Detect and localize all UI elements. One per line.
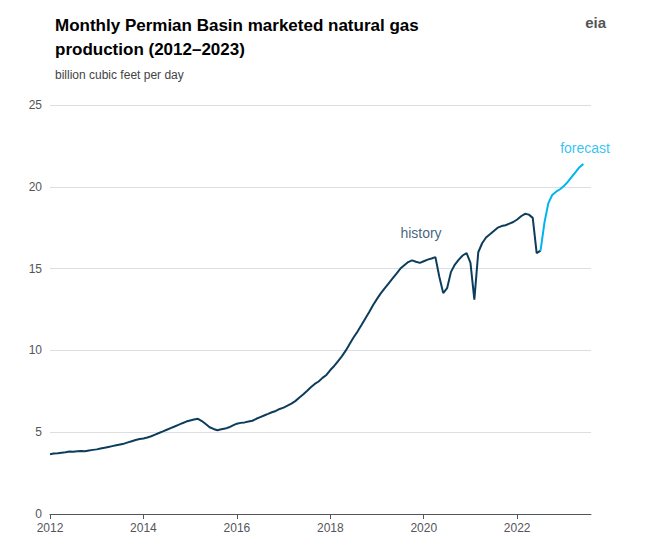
svg-text:10: 10: [29, 343, 43, 357]
svg-text:2014: 2014: [130, 521, 157, 535]
svg-text:production (2012–2023): production (2012–2023): [55, 40, 245, 59]
svg-text:forecast: forecast: [560, 140, 610, 156]
svg-text:25: 25: [29, 98, 43, 112]
svg-text:eia: eia: [585, 14, 607, 31]
svg-text:billion cubic feet per day: billion cubic feet per day: [55, 68, 184, 82]
svg-text:history: history: [400, 225, 441, 241]
svg-text:20: 20: [29, 180, 43, 194]
svg-text:5: 5: [35, 425, 42, 439]
svg-text:2020: 2020: [410, 521, 437, 535]
svg-text:Monthly Permian Basin marketed: Monthly Permian Basin marketed natural g…: [55, 16, 419, 35]
svg-text:2016: 2016: [224, 521, 251, 535]
svg-text:15: 15: [29, 262, 43, 276]
svg-text:0: 0: [35, 507, 42, 521]
svg-text:2022: 2022: [504, 521, 531, 535]
svg-text:2018: 2018: [317, 521, 344, 535]
svg-text:2012: 2012: [37, 521, 64, 535]
